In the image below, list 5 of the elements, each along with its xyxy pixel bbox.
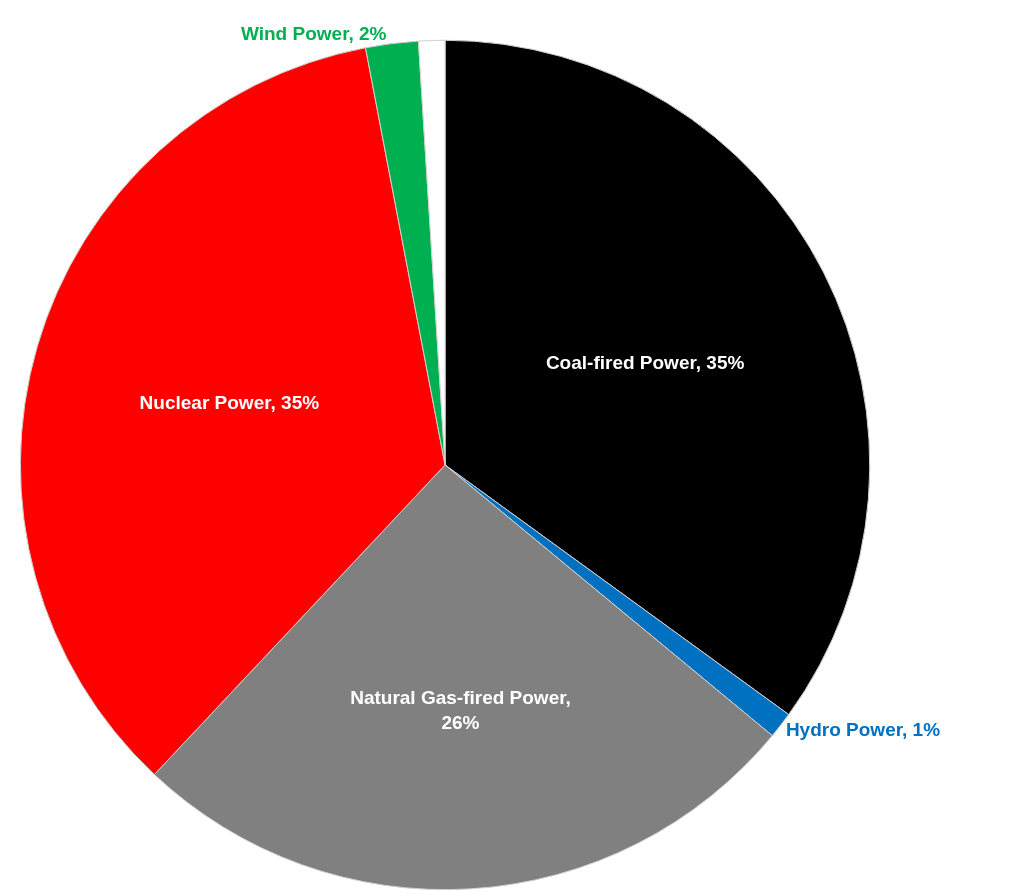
slice-label: Wind Power, 2% — [240, 22, 387, 44]
slice-label: Nuclear Power, 35% — [139, 391, 320, 413]
slice-label: Coal-fired Power, 35% — [545, 352, 745, 374]
slice-label: Hydro Power, 1% — [785, 718, 941, 740]
slice-label: Natural Gas-fired Power, 26% — [350, 687, 571, 733]
